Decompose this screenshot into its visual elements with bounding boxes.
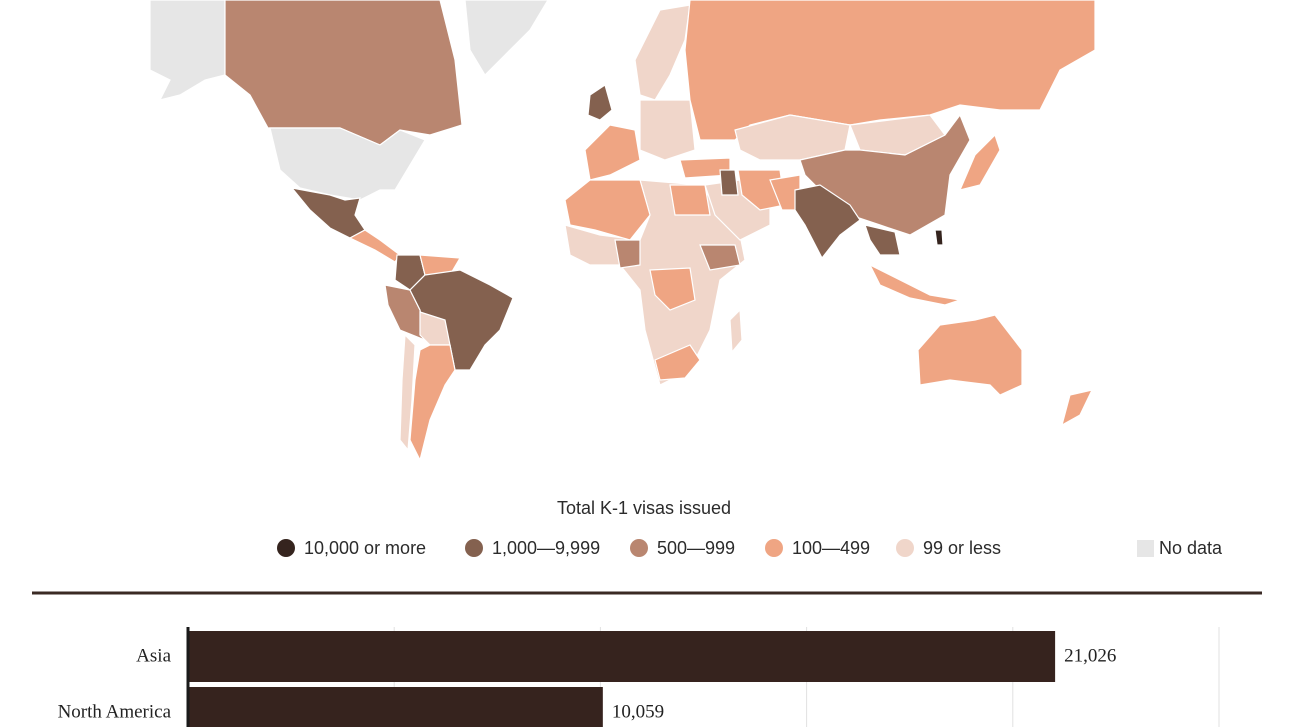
country	[669, 184, 711, 216]
country	[348, 229, 401, 263]
legend-label: 99 or less	[923, 538, 1001, 558]
country	[290, 187, 366, 239]
country	[654, 344, 701, 381]
legend-swatch	[1137, 540, 1154, 557]
country	[614, 239, 641, 269]
country	[699, 244, 741, 271]
country	[649, 267, 696, 311]
legend-swatch	[896, 539, 914, 557]
category-label: North America	[58, 701, 172, 722]
value-label: 10,059	[612, 701, 664, 722]
world-map	[149, 0, 1096, 462]
legend-label: 100—499	[792, 538, 870, 558]
country	[464, 0, 549, 76]
legend-label: 500—999	[657, 538, 735, 558]
country	[269, 127, 426, 201]
country	[399, 333, 416, 452]
legend-label: 10,000 or more	[304, 538, 426, 558]
legend-swatch	[630, 539, 648, 557]
legend-label: No data	[1159, 538, 1223, 558]
country	[634, 4, 691, 101]
legend-title: Total K-1 visas issued	[557, 498, 731, 518]
country	[934, 229, 944, 246]
country	[409, 269, 514, 371]
country	[868, 263, 961, 306]
country	[917, 314, 1023, 396]
country	[224, 0, 463, 146]
country	[684, 0, 1096, 141]
country	[719, 169, 739, 196]
legend-label: 1,000—9,999	[492, 538, 600, 558]
legend-swatch	[465, 539, 483, 557]
country	[794, 184, 861, 260]
country	[587, 84, 613, 121]
category-label: Asia	[136, 645, 171, 666]
country	[149, 0, 226, 101]
bar	[188, 687, 603, 727]
country	[1061, 389, 1094, 427]
country	[729, 308, 743, 354]
country	[958, 133, 1001, 191]
country	[639, 99, 696, 161]
bar	[188, 631, 1056, 682]
country	[564, 179, 651, 241]
value-label: 21,026	[1064, 645, 1116, 666]
legend-swatch	[277, 539, 295, 557]
country	[864, 224, 901, 256]
country	[409, 344, 456, 462]
legend-swatch	[765, 539, 783, 557]
country	[584, 124, 641, 181]
